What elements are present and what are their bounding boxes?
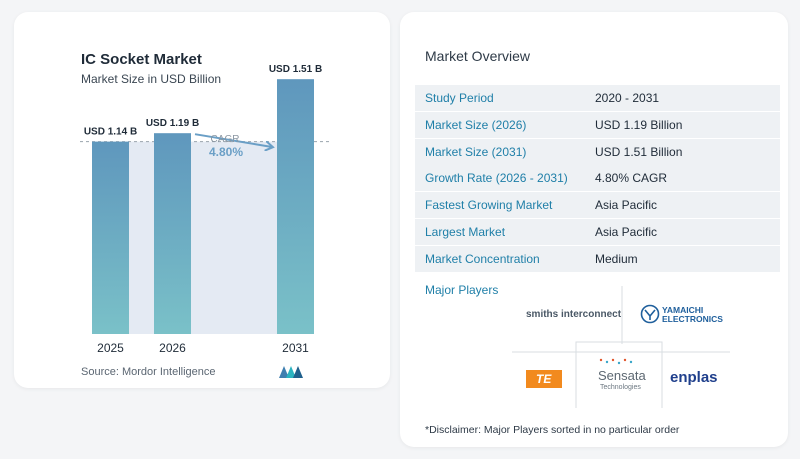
enplas-logo-text: enplas bbox=[670, 369, 718, 386]
mordor-logo-icon bbox=[279, 366, 303, 378]
overview-row-study-period: Study Period 2020 - 2031 bbox=[415, 85, 780, 111]
sensata-logo-subtext: Technologies bbox=[600, 384, 641, 391]
data-label-2031: USD 1.51 B bbox=[269, 64, 322, 75]
overview-key: Growth Rate (2026 - 2031) bbox=[425, 171, 568, 185]
chart-title: IC Socket Market bbox=[81, 51, 202, 68]
major-players-title: Major Players bbox=[425, 283, 499, 297]
data-label-2025: USD 1.14 B bbox=[84, 127, 137, 138]
yamaichi-emblem-icon bbox=[640, 304, 660, 324]
overview-row-market-size-2031: Market Size (2031) USD 1.51 Billion bbox=[415, 139, 780, 165]
overview-key: Largest Market bbox=[425, 225, 506, 239]
cagr-arrow bbox=[194, 133, 272, 147]
overview-key: Market Concentration bbox=[425, 252, 540, 266]
overview-value: Medium bbox=[595, 252, 638, 266]
bar-2025 bbox=[92, 141, 129, 334]
source-text: Source: Mordor Intelligence bbox=[81, 366, 216, 378]
te-logo-text: TE bbox=[536, 372, 552, 386]
chart-subtitle: Market Size in USD Billion bbox=[81, 72, 222, 86]
overview-key: Fastest Growing Market bbox=[425, 198, 553, 212]
overview-value: USD 1.51 Billion bbox=[595, 145, 683, 159]
bar-2031 bbox=[277, 79, 314, 334]
chart-plot: USD 1.14 B 2025 USD 1.19 B 2026 USD 1.51 B 20… bbox=[80, 64, 330, 355]
overview-row-growth-rate: Growth Rate (2026 - 2031) 4.80% CAGR bbox=[415, 165, 780, 191]
overview-row-fastest-growing: Fastest Growing Market Asia Pacific bbox=[415, 192, 780, 218]
overview-row-largest-market: Largest Market Asia Pacific bbox=[415, 219, 780, 245]
overview-key: Market Size (2026) bbox=[425, 118, 527, 132]
overview-value: Asia Pacific bbox=[595, 198, 658, 212]
overview-value: Asia Pacific bbox=[595, 225, 658, 239]
overview-value: USD 1.19 Billion bbox=[595, 118, 683, 132]
smiths-interconnect-logo: smiths interconnect bbox=[526, 309, 621, 320]
data-label-2026: USD 1.19 B bbox=[146, 118, 199, 129]
overview-row-market-size-2026: Market Size (2026) USD 1.19 Billion bbox=[415, 112, 780, 138]
te-logo: TE bbox=[526, 370, 562, 388]
overview-title: Market Overview bbox=[425, 48, 531, 64]
tick-label-2026: 2026 bbox=[159, 341, 186, 355]
sensata-logo-text: Sensata bbox=[598, 368, 646, 383]
tick-label-2025: 2025 bbox=[97, 341, 124, 355]
cagr-value: 4.80% bbox=[209, 145, 243, 159]
tick-label-2031: 2031 bbox=[282, 341, 309, 355]
players-grid bbox=[512, 286, 730, 408]
overview-value: 4.80% CAGR bbox=[595, 171, 668, 185]
yamaichi-logo-line1: YAMAICHI bbox=[662, 305, 704, 315]
bar-2026 bbox=[154, 133, 191, 334]
overview-value: 2020 - 2031 bbox=[595, 91, 660, 105]
cagr-label: CAGR bbox=[211, 134, 240, 145]
overview-key: Market Size (2031) bbox=[425, 145, 527, 159]
smiths-logo-text: smiths interconnect bbox=[526, 309, 622, 320]
yamaichi-logo: YAMAICHI ELECTRONICS bbox=[662, 306, 723, 324]
yamaichi-logo-line2: ELECTRONICS bbox=[662, 314, 723, 324]
overview-key: Study Period bbox=[425, 91, 494, 105]
disclaimer-text: *Disclaimer: Major Players sorted in no … bbox=[425, 424, 680, 436]
overview-row-concentration: Market Concentration Medium bbox=[415, 246, 780, 272]
sensata-dots-icon bbox=[599, 358, 633, 365]
